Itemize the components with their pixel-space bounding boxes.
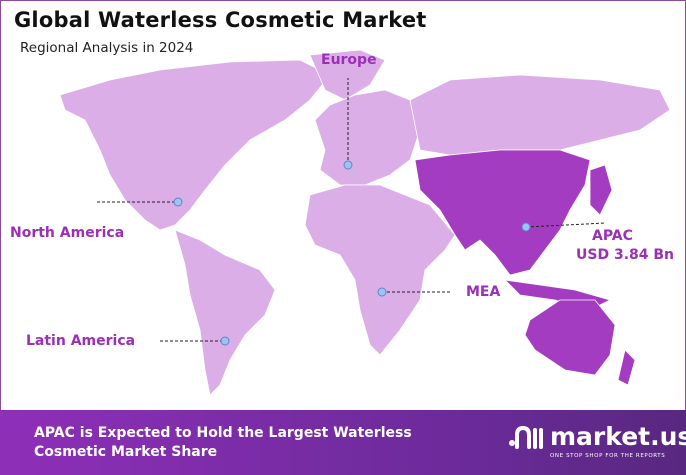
logo-tagline: ONE STOP SHOP FOR THE REPORTS (550, 453, 666, 459)
footer-banner: APAC is Expected to Hold the Largest Wat… (0, 410, 686, 475)
region-europe (314, 89, 421, 186)
banner-line-2: Cosmetic Market Share (34, 444, 218, 460)
region-north-america (59, 59, 331, 231)
label-latin-america: Latin America (26, 333, 136, 349)
logo-wordmark: market.us (550, 422, 686, 451)
label-mea: MEA (466, 284, 501, 300)
region-apac (414, 149, 636, 386)
page-subtitle: Regional Analysis in 2024 (20, 40, 194, 56)
banner-text: APAC is Expected to Hold the Largest Wat… (34, 424, 412, 462)
north-america-marker (173, 197, 183, 207)
apac-leader-line (525, 222, 606, 228)
region-greenland (309, 49, 386, 101)
label-apac: APAC (592, 228, 633, 244)
region-mea (304, 184, 456, 356)
logo-icon (509, 425, 543, 449)
market-us-logo: market.us ONE STOP SHOP FOR THE REPORTS (508, 422, 686, 459)
region-latin-america (174, 229, 276, 396)
mea-marker (377, 287, 387, 297)
region-russia (409, 74, 671, 156)
banner-line-1: APAC is Expected to Hold the Largest Wat… (34, 425, 412, 441)
latin-america-marker (220, 336, 230, 346)
page-title: Global Waterless Cosmetic Market (14, 8, 427, 32)
label-europe: Europe (321, 52, 377, 68)
europe-marker (343, 160, 353, 170)
apac-marker (521, 222, 531, 232)
label-apac-value: USD 3.84 Bn (576, 247, 674, 263)
label-north-america: North America (10, 225, 125, 241)
